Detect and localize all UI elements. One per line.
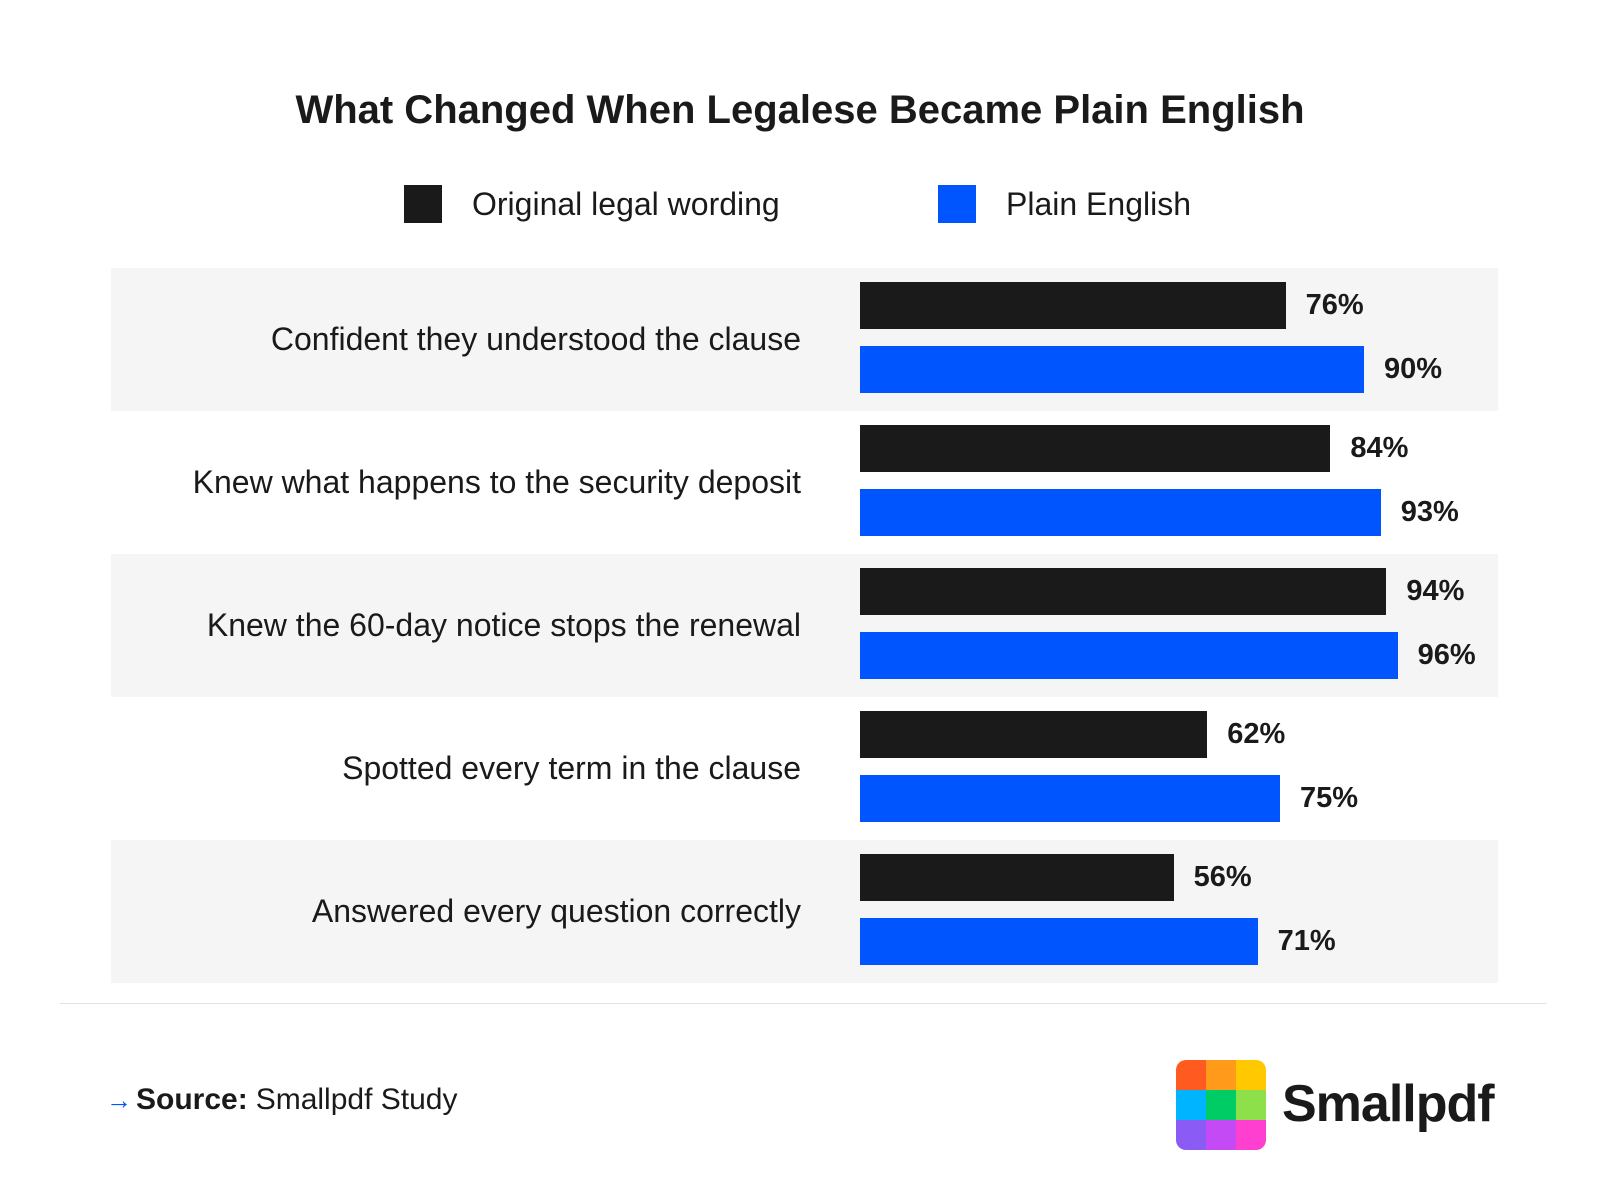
bar-original bbox=[860, 282, 1286, 329]
logo-cell bbox=[1236, 1060, 1266, 1090]
logo-cell bbox=[1236, 1090, 1266, 1120]
chart-row: Knew the 60-day notice stops the renewal… bbox=[111, 554, 1498, 697]
logo-cell bbox=[1206, 1060, 1236, 1090]
logo-cell bbox=[1206, 1120, 1236, 1150]
chart-row: Answered every question correctly 56% 71% bbox=[111, 840, 1498, 983]
value-label-original: 84% bbox=[1350, 432, 1409, 464]
category-label: Knew the 60-day notice stops the renewal bbox=[206, 607, 801, 643]
arrow-right-icon: → bbox=[106, 1084, 132, 1115]
legend-label-original: Original legal wording bbox=[472, 185, 780, 222]
value-label-original: 56% bbox=[1193, 861, 1252, 893]
chart-row: Knew what happens to the security deposi… bbox=[111, 411, 1498, 554]
bar-plain bbox=[860, 489, 1381, 536]
logo-cell bbox=[1176, 1120, 1206, 1150]
bar-original bbox=[860, 568, 1387, 615]
brand-name: Smallpdf bbox=[1282, 1075, 1495, 1133]
bar-plain bbox=[860, 346, 1364, 393]
value-label-plain: 96% bbox=[1417, 639, 1476, 671]
source-note: → Source: Smallpdf Study bbox=[106, 1083, 457, 1117]
chart-title: What Changed When Legalese Became Plain … bbox=[295, 88, 1305, 132]
value-label-original: 76% bbox=[1305, 289, 1364, 321]
bar-original bbox=[860, 425, 1331, 472]
bar-original bbox=[860, 711, 1208, 758]
value-label-plain: 93% bbox=[1400, 496, 1459, 528]
bar-plain bbox=[860, 632, 1398, 679]
legend-label-plain: Plain English bbox=[1006, 185, 1191, 222]
logo-cell bbox=[1176, 1060, 1206, 1090]
chart-row: Spotted every term in the clause 62% 75% bbox=[111, 697, 1498, 840]
value-label-plain: 71% bbox=[1277, 925, 1336, 957]
chart-row: Confident they understood the clause 76% 9… bbox=[111, 268, 1498, 411]
bar-chart: Confident they understood the clause 76% 9… bbox=[111, 268, 1498, 983]
value-label-plain: 90% bbox=[1384, 353, 1443, 385]
value-label-plain: 75% bbox=[1300, 782, 1359, 814]
logo-cell bbox=[1236, 1120, 1266, 1150]
legend-item-original: Original legal wording bbox=[404, 185, 780, 223]
legend-swatch-original bbox=[404, 185, 442, 223]
smallpdf-logo-icon bbox=[1176, 1060, 1266, 1150]
legend-item-plain: Plain English bbox=[938, 185, 1191, 223]
category-label: Confident they understood the clause bbox=[270, 321, 801, 357]
logo-cell bbox=[1206, 1090, 1236, 1120]
footer-divider bbox=[60, 1003, 1547, 1004]
bar-original bbox=[860, 854, 1174, 901]
category-label: Answered every question correctly bbox=[311, 893, 801, 929]
source-label: Source: bbox=[136, 1083, 248, 1116]
source-text: Smallpdf Study bbox=[255, 1083, 458, 1116]
category-label: Spotted every term in the clause bbox=[342, 750, 801, 786]
value-label-original: 62% bbox=[1227, 718, 1286, 750]
category-label: Knew what happens to the security deposi… bbox=[192, 464, 801, 500]
legend-swatch-plain bbox=[938, 185, 976, 223]
value-label-original: 94% bbox=[1406, 575, 1465, 607]
bar-plain bbox=[860, 918, 1258, 965]
bar-plain bbox=[860, 775, 1280, 822]
logo-cell bbox=[1176, 1090, 1206, 1120]
